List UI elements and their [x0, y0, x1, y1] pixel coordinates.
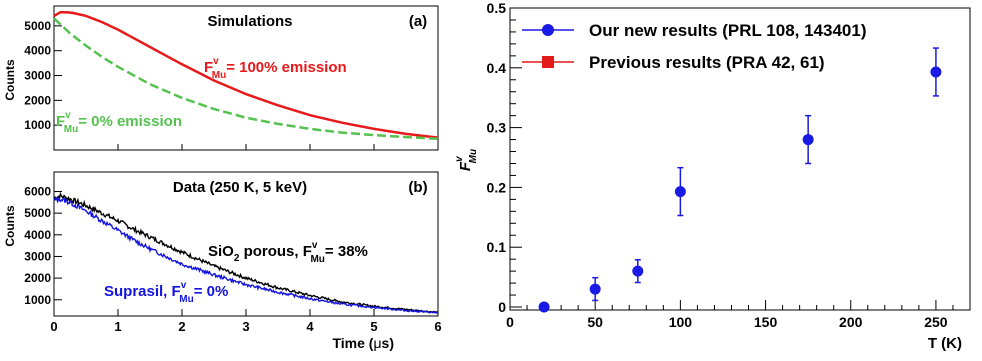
y-tick-label: 2000	[24, 271, 51, 285]
data-point	[589, 283, 601, 295]
legend-marker-circle-icon	[542, 24, 554, 36]
y-tick-label: 5000	[24, 19, 51, 33]
panel-a: 1000 2000 3000 4000 5000 Simulations (a) Cou…	[3, 5, 439, 151]
xlabel-post: s)	[382, 335, 394, 351]
panel-a-label: (a)	[409, 13, 427, 30]
series-label-sio2: SiO2 porous, Fv Mu= 38%	[208, 240, 368, 265]
series-label-main: F	[204, 59, 213, 76]
y-tick-label: 1000	[24, 293, 51, 307]
series-label-100-emission: Fv Mu= 100% emission	[204, 56, 347, 81]
panel-c: 0 0.1 0.2 0.3 0.4 0.5 0 50 100 150 200 250 T (K) Fv…	[454, 0, 971, 352]
data-point	[632, 265, 644, 277]
x-tick-label: 6	[434, 319, 441, 334]
panel-c-points	[538, 47, 942, 313]
y-tick-label: 0.5	[487, 0, 507, 16]
series-label-mid: porous, F	[239, 243, 312, 260]
x-tick-label: 3	[242, 319, 249, 334]
x-tick-label: 250	[924, 314, 948, 330]
panel-c-axes: 0 0.1 0.2 0.3 0.4 0.5 0 50 100 150 200 250	[487, 0, 954, 330]
data-point	[674, 186, 686, 198]
series-label-sub: Mu	[179, 294, 193, 305]
x-tick-label: 0	[506, 314, 514, 330]
ylabel-sub: Mu	[468, 149, 479, 163]
y-tick-label: 0.1	[487, 239, 507, 255]
xlabel-mu: μ	[373, 335, 381, 351]
x-tick-label: 1	[114, 319, 121, 334]
x-tick-label: 4	[306, 319, 314, 334]
panel-a-ylabel: Counts	[3, 59, 17, 101]
panel-b-curves	[53, 191, 439, 314]
series-label-0-emission: Fv Mu= 0% emission	[56, 110, 182, 135]
panel-b-axes: 1000 2000 3000 4000 5000 6000 0 1 2 3 4 5 6	[24, 184, 441, 334]
series-line	[53, 196, 438, 314]
panel-b-label: (b)	[408, 179, 427, 196]
y-tick-label: 0.2	[487, 179, 507, 195]
legend-marker-square-icon	[542, 56, 554, 68]
series-label-main-sub: 2	[234, 253, 240, 264]
y-tick-label: 2000	[24, 93, 51, 107]
series-label-sup: v	[65, 110, 71, 121]
series-label-main: SiO	[208, 243, 234, 260]
y-tick-label: 4000	[24, 228, 51, 242]
series-label-tail: = 0%	[194, 283, 229, 300]
series-label-tail: = 0% emission	[78, 113, 182, 130]
series-label-tail: = 38%	[325, 243, 368, 260]
y-tick-label: 3000	[24, 69, 51, 83]
legend: Our new results (PRL 108, 143401) Previo…	[522, 21, 866, 72]
panel-a-axes: 1000 2000 3000 4000 5000	[24, 19, 439, 150]
x-tick-label: 100	[669, 314, 693, 330]
series-label-sup: v	[181, 280, 187, 291]
panel-c-frame	[509, 7, 971, 311]
y-tick-label: 0.3	[487, 120, 507, 136]
xlabel-pre: Time (	[332, 335, 373, 351]
x-tick-label: 2	[178, 319, 185, 334]
ylabel-sup: v	[454, 155, 465, 162]
series-label-main: Suprasil, F	[104, 283, 181, 300]
legend-label-previous: Previous results (PRA 42, 61)	[589, 53, 825, 72]
ylabel-main: F	[457, 161, 474, 171]
y-tick-label: 0	[498, 299, 506, 315]
x-tick-label: 5	[370, 319, 377, 334]
series-label-tail: = 100% emission	[226, 59, 346, 76]
x-tick-label: 50	[587, 314, 603, 330]
y-tick-label: 0.4	[487, 60, 507, 76]
series-label-sup: v	[312, 240, 318, 251]
x-tick-label: 200	[839, 314, 863, 330]
y-tick-label: 5000	[24, 206, 51, 220]
series-line	[53, 10, 439, 139]
x-tick-label: 150	[754, 314, 778, 330]
series-label-main: F	[56, 113, 65, 130]
series-label-suprasil: Suprasil, Fv Mu= 0%	[104, 280, 228, 305]
panel-b: 1000 2000 3000 4000 5000 6000 0 1 2 3 4 5 6 Data (25…	[3, 171, 442, 351]
y-tick-label: 3000	[24, 249, 51, 263]
y-tick-label: 6000	[24, 184, 51, 198]
y-tick-label: 4000	[24, 44, 51, 58]
series-line	[53, 17, 439, 141]
panel-a-curves	[53, 10, 439, 141]
data-point	[802, 134, 814, 146]
series-label-sub: Mu	[212, 70, 226, 81]
series-label-sub: Mu	[310, 254, 324, 265]
panel-c-xlabel: T (K)	[928, 335, 962, 352]
panel-c-ylabel: Fv Mu	[454, 149, 479, 171]
panel-b-ylabel: Counts	[3, 205, 17, 247]
data-point	[538, 301, 550, 313]
series-label-sup: v	[213, 56, 219, 67]
y-tick-label: 1000	[24, 118, 51, 132]
x-tick-label: 0	[50, 319, 57, 334]
panel-a-title: Simulations	[207, 13, 292, 30]
panel-b-xlabel: Time (μs)	[332, 335, 394, 351]
legend-label-new: Our new results (PRL 108, 143401)	[589, 21, 866, 40]
data-point	[930, 66, 942, 78]
series-label-sub: Mu	[64, 124, 78, 135]
panel-b-title: Data (250 K, 5 keV)	[173, 179, 307, 196]
